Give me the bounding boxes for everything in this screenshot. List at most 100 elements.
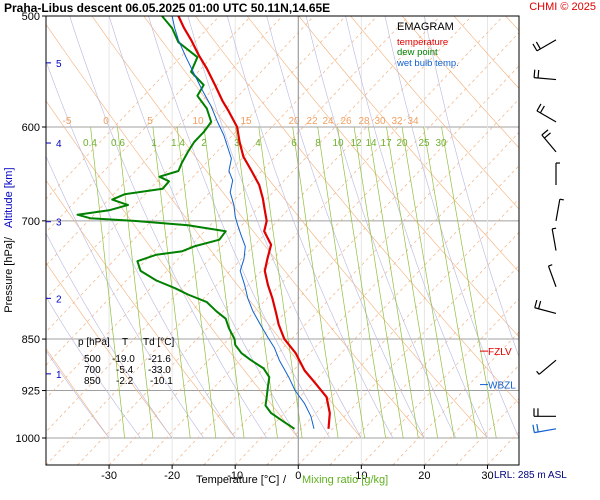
dry-adiabat-line <box>46 262 173 439</box>
lrl-note: LRL: 285 m ASL <box>494 470 567 481</box>
isotherm-line <box>266 198 519 465</box>
moist-adiabat-line <box>46 350 110 439</box>
mixing-ratio-line <box>235 126 278 439</box>
table-row-t: -2.2 <box>116 376 134 387</box>
moist-adiabat-line <box>46 296 141 439</box>
mixing-ratio-label: 20 <box>396 138 408 149</box>
isotherm-line <box>140 65 519 465</box>
mixing-ratio-label: 1 <box>151 138 157 149</box>
wind-barb-flag <box>544 132 551 139</box>
wind-barb <box>541 129 557 153</box>
table-row-td: -10.1 <box>150 376 173 387</box>
isotherm-line <box>392 331 519 465</box>
isotherm-label: -5 <box>63 116 72 127</box>
table-row-td: -21.6 <box>148 354 171 365</box>
level-marks: FZLV WBZL <box>480 347 516 392</box>
altitude-tick-label: 5 <box>56 59 62 70</box>
wind-barb <box>536 359 557 375</box>
mixing-ratio-label: 0.4 <box>83 138 97 149</box>
y-tick-label: 1000 <box>16 433 40 445</box>
dry-adiabat-line <box>46 179 236 439</box>
wind-barb <box>534 299 557 315</box>
moist-adiabat-line <box>305 16 457 439</box>
legend-item-wet-bulb: wet bulb temp. <box>396 58 459 69</box>
table-row-td: -33.0 <box>148 365 171 376</box>
moist-adiabat-line <box>108 16 299 439</box>
isotherm-line <box>361 298 519 465</box>
x-tick-label: 30 <box>481 470 493 482</box>
y-tick-label: 700 <box>22 216 40 228</box>
isotherm-label: 0 <box>103 116 109 127</box>
x-tick-label: 10 <box>355 470 367 482</box>
wind-barb-flag <box>534 299 538 308</box>
wind-barb <box>532 39 557 52</box>
wind-barb-flag <box>548 264 553 267</box>
wind-barb-flag <box>536 370 540 375</box>
mixing-ratio-label: 3 <box>234 138 240 149</box>
mixing-ratio-line <box>401 126 455 439</box>
mixing-ratio-line <box>117 126 154 439</box>
legend-box: EMAGRAM temperature dew point wet bulb t… <box>396 21 459 69</box>
table-header-t: T <box>122 337 128 348</box>
mixing-ratio-label: 0.6 <box>111 138 125 149</box>
mixing-ratio-label: 14 <box>365 138 377 149</box>
mixing-ratio-label: 30 <box>435 138 447 149</box>
x-tick-label: 0 <box>295 470 301 482</box>
moist-adiabat-line <box>384 16 519 439</box>
mixing-ratio-line <box>353 126 404 439</box>
isotherm-label: 5 <box>147 116 153 127</box>
y-tick-label: 600 <box>22 122 40 134</box>
wind-barb-panel <box>532 39 564 434</box>
isotherm-label: 22 <box>306 116 318 127</box>
dew-point-line <box>76 16 296 430</box>
y-axis-title: Pressure [hPa] / Altitude [km] <box>3 167 15 312</box>
wind-barb-flag <box>537 69 540 79</box>
isotherm-label: 28 <box>358 116 370 127</box>
moist-adiabat-line <box>46 60 236 439</box>
altitude-tick-label: 2 <box>56 294 62 305</box>
legend-item-temperature: temperature <box>397 37 448 48</box>
wind-barb <box>551 227 557 251</box>
x-tick-label: 20 <box>418 470 430 482</box>
moist-adiabat-line <box>226 16 394 439</box>
dry-adiabat-line <box>350 16 519 210</box>
wind-barb-staff <box>547 265 557 287</box>
isotherm-label: 30 <box>374 116 386 127</box>
isotherm-line <box>108 32 519 465</box>
profile-lines <box>76 16 331 430</box>
mixing-ratio-line <box>337 126 386 439</box>
isotherm-label: 32 <box>391 116 403 127</box>
wind-barb-flag <box>541 129 549 136</box>
mixing-ratio-line <box>258 126 303 439</box>
isotherm-line <box>424 364 519 465</box>
moist-adiabat-line <box>69 16 267 439</box>
wind-barb-staff <box>536 110 557 123</box>
chart-title: Praha-Libus descent 06.05.2025 01:00 UTC… <box>4 1 330 15</box>
wind-barb-flag <box>533 69 536 78</box>
x-tick-label: -30 <box>101 470 117 482</box>
isotherm-line <box>77 16 504 465</box>
mixing-ratio-line <box>386 126 439 439</box>
wind-barb-flag <box>535 41 541 50</box>
y-axis-label-2: Altitude [km] <box>3 167 15 228</box>
mixing-ratio-line <box>203 126 245 439</box>
isotherm-label: 24 <box>322 116 334 127</box>
y-tick-label: 500 <box>22 11 40 23</box>
wind-barb-flag <box>537 300 542 309</box>
table-header-pressure: p [hPa] <box>78 337 110 348</box>
y-tick-label: 925 <box>22 386 40 398</box>
wind-barb-flag <box>536 423 539 433</box>
mixing-ratio-label: 25 <box>418 138 430 149</box>
isotherm-label: 20 <box>288 116 300 127</box>
mixing-ratio-line <box>152 126 191 439</box>
wind-barb <box>555 162 560 186</box>
moist-adiabat-line <box>46 155 204 439</box>
wind-barb-flag <box>536 103 542 112</box>
x-axis-label: Temperature [°C] <box>196 474 279 486</box>
mixing-ratio-label: 4 <box>255 138 261 149</box>
table-row-t: -19.0 <box>112 354 135 365</box>
plot-frame <box>45 15 520 466</box>
mixing-ratio-label: 2 <box>201 138 207 149</box>
